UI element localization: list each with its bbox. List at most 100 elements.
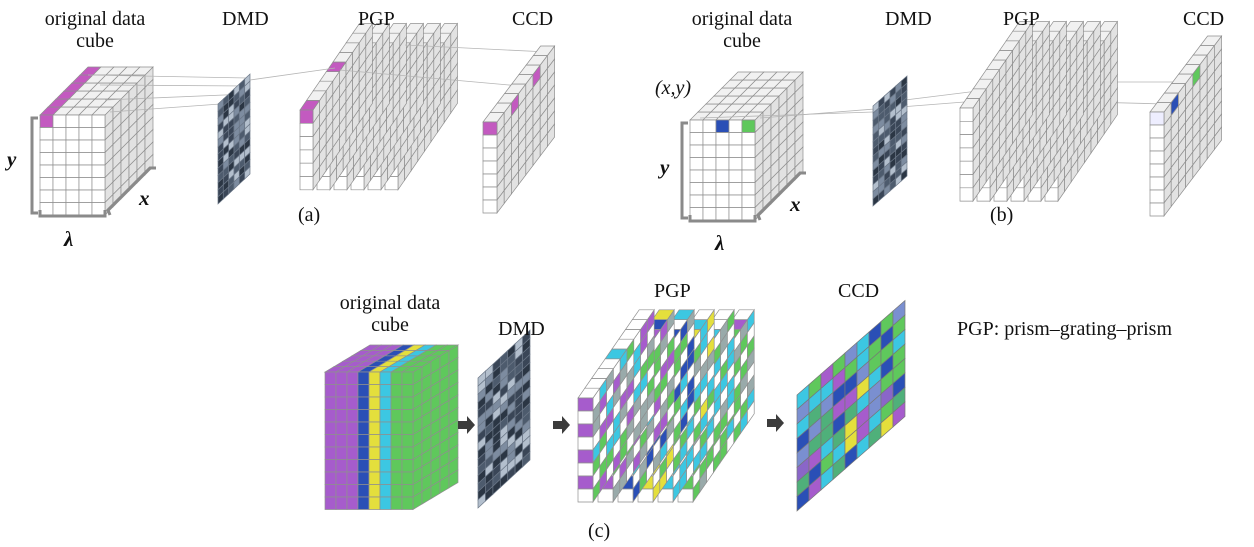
cube-front <box>716 145 729 158</box>
cube-front <box>483 161 497 174</box>
cube-front <box>358 472 369 485</box>
cube-front <box>347 397 358 410</box>
cube-front <box>369 397 380 410</box>
cube-front <box>79 115 92 128</box>
axis-bracket <box>682 123 688 218</box>
cube-front <box>358 497 369 510</box>
cube-front <box>703 145 716 158</box>
axis-y: y <box>7 148 16 170</box>
cube-front <box>483 174 497 187</box>
cube-front <box>402 485 413 498</box>
cube-front <box>1150 138 1164 151</box>
caption: (a) <box>298 204 320 226</box>
cube-front <box>336 435 347 448</box>
caption: (c) <box>588 520 610 542</box>
cube-front <box>380 460 391 473</box>
cube-front <box>92 203 105 216</box>
cube-front <box>716 158 729 171</box>
cube-front <box>325 460 336 473</box>
cube-front <box>325 422 336 435</box>
cube-front <box>483 187 497 200</box>
cube-front <box>40 165 53 178</box>
cube-front <box>347 385 358 398</box>
cube-front <box>402 447 413 460</box>
cube-front <box>391 485 402 498</box>
cube-front <box>960 175 973 188</box>
cube-front <box>742 183 755 196</box>
cube-front <box>391 422 402 435</box>
cube-front <box>729 208 742 221</box>
cube-front <box>358 447 369 460</box>
cube-front <box>690 133 703 146</box>
cube-front <box>578 398 593 411</box>
diagram-canvas <box>0 0 1254 547</box>
cube-front <box>369 472 380 485</box>
cube-front <box>92 128 105 141</box>
cube-front <box>325 397 336 410</box>
cube-front <box>300 137 313 150</box>
cube-front <box>483 200 497 213</box>
cube-front <box>380 497 391 510</box>
cube-front <box>742 158 755 171</box>
cube-front <box>742 195 755 208</box>
cube-front <box>336 447 347 460</box>
cube-front <box>53 153 66 166</box>
cube-front <box>40 128 53 141</box>
cube-front <box>729 120 742 133</box>
cube-front <box>716 195 729 208</box>
cube-front <box>402 497 413 510</box>
cube-label: original data cube <box>672 8 812 52</box>
cube-front <box>578 450 593 463</box>
cube-front <box>92 115 105 128</box>
cube-front <box>742 208 755 221</box>
cube-front <box>380 372 391 385</box>
figure: original data cube DMD PGP CCD (a) y x λ… <box>0 0 1254 547</box>
cube-front <box>690 195 703 208</box>
cube-front <box>358 385 369 398</box>
cube-front <box>578 489 593 502</box>
axis-y: y <box>660 156 669 178</box>
cube-front <box>380 485 391 498</box>
cube-front <box>729 195 742 208</box>
cube-front <box>66 203 79 216</box>
cube-front <box>369 485 380 498</box>
cube-front <box>578 411 593 424</box>
cube-front <box>40 153 53 166</box>
ccd-label: CCD <box>1183 8 1224 30</box>
flow-arrow <box>767 414 784 432</box>
cube-front <box>369 435 380 448</box>
cube-front <box>391 397 402 410</box>
cube-front <box>402 472 413 485</box>
cube-front <box>325 435 336 448</box>
cube-front <box>53 115 66 128</box>
cube-front <box>1150 164 1164 177</box>
cube-front <box>960 161 973 174</box>
cube-front <box>92 178 105 191</box>
cube-front <box>347 422 358 435</box>
cube-front <box>391 435 402 448</box>
cube-front <box>960 148 973 161</box>
cube-front <box>960 188 973 201</box>
cube-front <box>92 165 105 178</box>
cube-front <box>40 190 53 203</box>
cube-front <box>336 497 347 510</box>
cube-front <box>40 178 53 191</box>
cube-front <box>358 485 369 498</box>
cube-front <box>347 460 358 473</box>
cube-front <box>40 203 53 216</box>
cube-front <box>66 140 79 153</box>
cube-front <box>53 165 66 178</box>
cube-front <box>336 372 347 385</box>
dmd-label: DMD <box>222 8 269 30</box>
cube-front <box>347 372 358 385</box>
cube-front <box>53 203 66 216</box>
cube-front <box>336 485 347 498</box>
cube-front <box>369 447 380 460</box>
cube-front <box>703 183 716 196</box>
cube-front <box>358 460 369 473</box>
cube-front <box>380 435 391 448</box>
ccd-label: CCD <box>512 8 553 30</box>
cube-front <box>380 472 391 485</box>
cube-front <box>729 170 742 183</box>
cube-front <box>66 178 79 191</box>
